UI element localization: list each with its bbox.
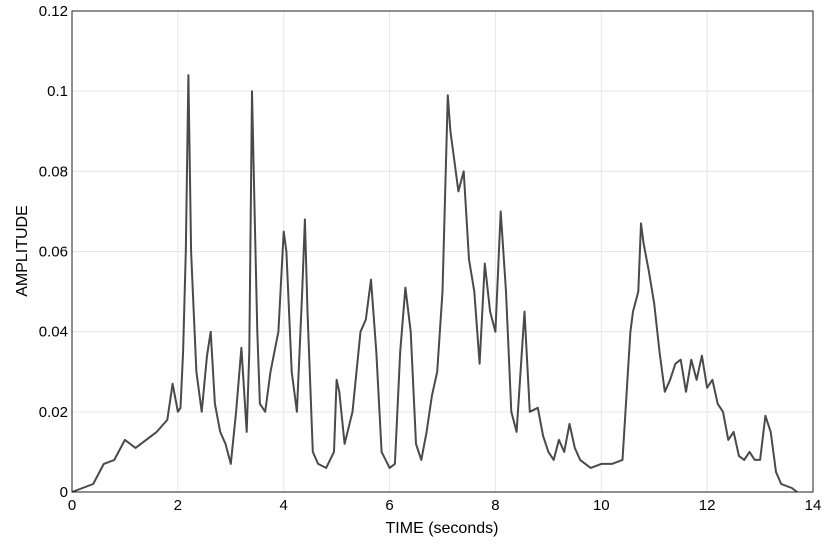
y-tick-label: 0.12	[39, 3, 68, 20]
y-axis-label: AMPLITUDE	[14, 205, 31, 297]
y-tick-label: 0.1	[47, 83, 68, 100]
x-tick-label: 0	[68, 497, 76, 514]
y-tick-label: 0	[60, 484, 68, 501]
x-tick-label: 10	[593, 497, 610, 514]
y-tick-label: 0.04	[39, 324, 68, 341]
x-tick-label: 8	[491, 497, 499, 514]
x-tick-label: 6	[385, 497, 393, 514]
x-axis-label: TIME (seconds)	[386, 520, 499, 537]
x-tick-label: 12	[699, 497, 716, 514]
y-tick-label: 0.08	[39, 163, 68, 180]
y-tick-label: 0.06	[39, 244, 68, 261]
x-tick-label: 2	[174, 497, 182, 514]
x-tick-label: 14	[805, 497, 822, 514]
x-tick-label: 4	[280, 497, 288, 514]
y-tick-label: 0.02	[39, 404, 68, 421]
